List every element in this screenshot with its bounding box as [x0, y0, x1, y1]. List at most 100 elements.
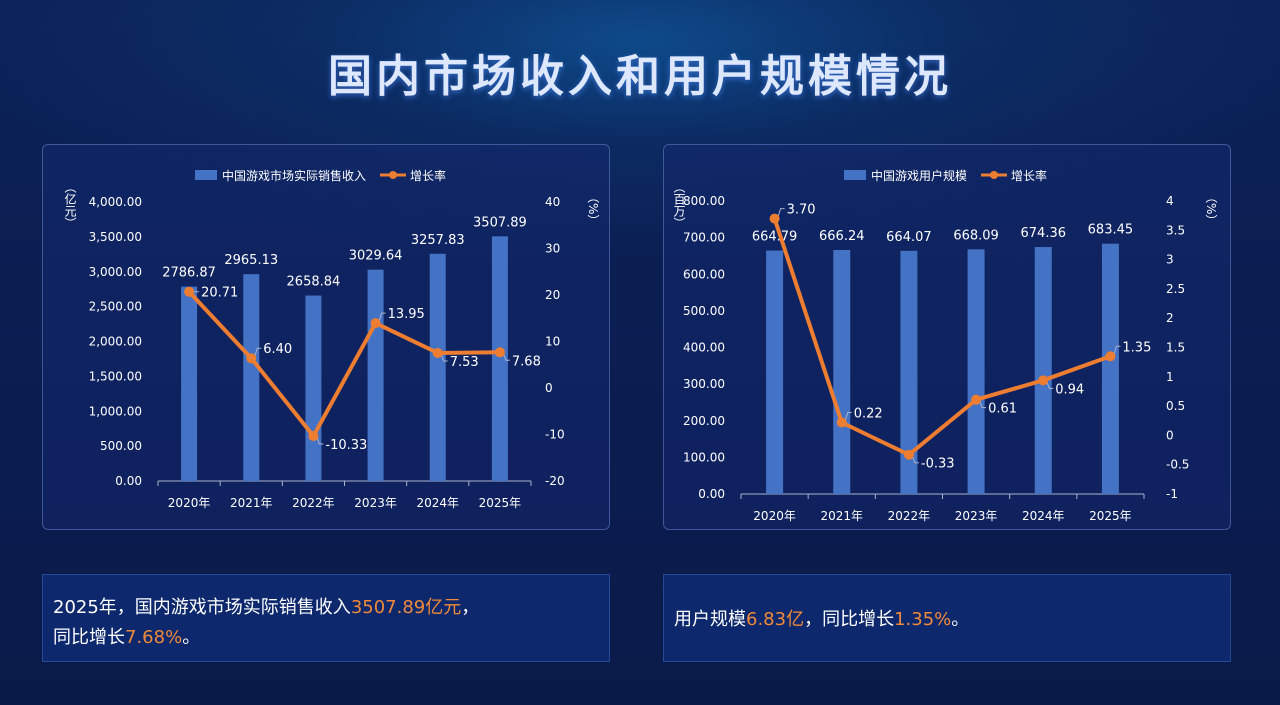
y2-tick-label: 30: [545, 242, 560, 256]
users-summary: 用户规模6.83亿，同比增长1.35%。: [663, 574, 1231, 662]
summary-text: 。: [951, 609, 970, 630]
y2-tick-label: 3: [1166, 253, 1174, 267]
bar-value-label: 674.36: [1021, 226, 1067, 241]
y-tick-label: 4,000.00: [89, 195, 142, 209]
y2-tick-label: 1.5: [1166, 341, 1185, 355]
growth-point: [971, 394, 982, 405]
label-leader-line: [378, 312, 386, 324]
y-tick-label: 800.00: [683, 194, 725, 208]
x-tick-label: 2021年: [230, 496, 273, 510]
bar-value-label: 3257.83: [411, 233, 465, 248]
y-tick-label: 0.00: [698, 487, 725, 501]
y2-tick-label: 4: [1166, 194, 1174, 208]
y-axis-title: （亿元）: [63, 181, 77, 229]
x-tick-label: 2024年: [1022, 509, 1065, 523]
y-tick-label: 500.00: [100, 439, 142, 453]
revenue-summary: 2025年，国内游戏市场实际销售收入3507.89亿元， 同比增长7.68%。: [42, 574, 610, 662]
growth-value-label: 1.35: [1122, 340, 1151, 355]
growth-point: [903, 449, 914, 460]
summary-text: 2025年，国内游戏市场实际销售收入: [53, 597, 351, 618]
bar-value-label: 2965.13: [224, 253, 278, 268]
bar: [967, 249, 985, 494]
growth-value-label: 20.71: [201, 286, 238, 301]
y2-tick-label: 0.5: [1166, 399, 1185, 413]
bar: [766, 250, 784, 494]
page-title: 国内市场收入和用户规模情况: [328, 51, 952, 102]
summary-highlight: 7.68%: [125, 627, 183, 648]
x-tick-label: 2020年: [753, 509, 796, 523]
y2-axis-title: （%）: [1204, 191, 1218, 227]
y2-tick-label: 0: [1166, 428, 1174, 442]
y2-tick-label: 10: [545, 335, 560, 349]
growth-point: [836, 417, 847, 428]
legend-bar-swatch: [195, 170, 217, 180]
y2-tick-label: -0.5: [1166, 458, 1189, 472]
label-leader-line: [253, 347, 262, 359]
growth-point: [308, 431, 319, 442]
y2-tick-label: -1: [1166, 487, 1178, 501]
y-tick-label: 3,500.00: [89, 230, 142, 244]
y-tick-label: 400.00: [683, 341, 725, 355]
growth-value-label: 0.22: [854, 407, 883, 422]
growth-point: [432, 347, 443, 358]
bar-value-label: 3507.89: [473, 215, 527, 230]
growth-line: [187, 290, 500, 439]
users-chart-panel: 中国游戏用户规模 增长率 0.00 100.00 200.00 300.00 400.00 5…: [663, 144, 1231, 530]
x-tick-label: 2022年: [888, 509, 931, 523]
bar-value-label: 683.45: [1088, 223, 1134, 238]
y-tick-label: 2,500.00: [89, 300, 142, 314]
bar-value-label: 666.24: [819, 229, 865, 244]
y2-tick-label: 20: [545, 288, 560, 302]
y-tick-label: 600.00: [683, 267, 725, 281]
legend-bar-swatch: [844, 170, 866, 180]
bar: [243, 274, 260, 481]
bar: [367, 269, 384, 481]
y2-tick-label: -10: [545, 428, 565, 442]
growth-point: [246, 353, 257, 364]
y-tick-label: 1,500.00: [89, 369, 142, 383]
y-tick-label: 3,000.00: [89, 265, 142, 279]
legend-line-label: 增长率: [410, 168, 446, 183]
growth-point: [370, 318, 381, 329]
growth-value-label: 7.68: [512, 354, 541, 369]
summary-text: ，: [461, 597, 480, 618]
y2-tick-label: -20: [545, 474, 565, 488]
x-tick-label: 2023年: [354, 496, 397, 510]
revenue-chart: 中国游戏市场实际销售收入 增长率 0.00 500.00 1,000.00 1,500.0…: [89, 168, 565, 510]
growth-value-label: 13.95: [388, 307, 425, 322]
summary-text: 用户规模: [674, 609, 746, 630]
bar-value-label: 2786.87: [162, 266, 216, 281]
y-axis-title: （百万）: [672, 181, 686, 229]
bar-value-label: 664.07: [886, 230, 932, 245]
bar: [305, 295, 322, 481]
y-tick-label: 300.00: [683, 377, 725, 391]
summary-highlight: 3507.89亿元: [350, 597, 462, 618]
bar: [1101, 243, 1119, 494]
y-tick-label: 500.00: [683, 304, 725, 318]
revenue-chart-panel: 中国游戏市场实际销售收入 增长率 0.00 500.00 1,000.00 1,500.0…: [42, 144, 610, 530]
growth-point: [494, 347, 505, 358]
bar: [900, 250, 918, 494]
y-tick-label: 2,000.00: [89, 335, 142, 349]
growth-value-label: 0.94: [1055, 382, 1084, 397]
y2-tick-label: 2.5: [1166, 282, 1185, 296]
bar: [1034, 247, 1052, 494]
bar-value-label: 664.79: [752, 230, 798, 245]
growth-point: [1038, 375, 1049, 386]
y2-tick-label: 40: [545, 195, 560, 209]
legend-bar-label: 中国游戏用户规模: [871, 168, 967, 183]
summary-highlight: 1.35%: [894, 609, 952, 630]
users-chart: 中国游戏用户规模 增长率 0.00 100.00 200.00 300.00 400.00 5…: [683, 168, 1189, 523]
label-leader-line: [777, 208, 785, 219]
summary-text: ，同比增长: [804, 609, 895, 630]
x-tick-label: 2023年: [955, 509, 998, 523]
growth-value-label: 7.53: [450, 355, 479, 370]
growth-point: [1105, 351, 1116, 362]
growth-point: [184, 286, 195, 297]
x-tick-label: 2025年: [1089, 509, 1132, 523]
x-tick-label: 2021年: [820, 509, 863, 523]
bar-value-label: 3029.64: [349, 249, 403, 264]
legend-bar-label: 中国游戏市场实际销售收入: [222, 168, 366, 183]
y2-tick-label: 2: [1166, 311, 1174, 325]
summary-text: 。: [182, 627, 201, 648]
